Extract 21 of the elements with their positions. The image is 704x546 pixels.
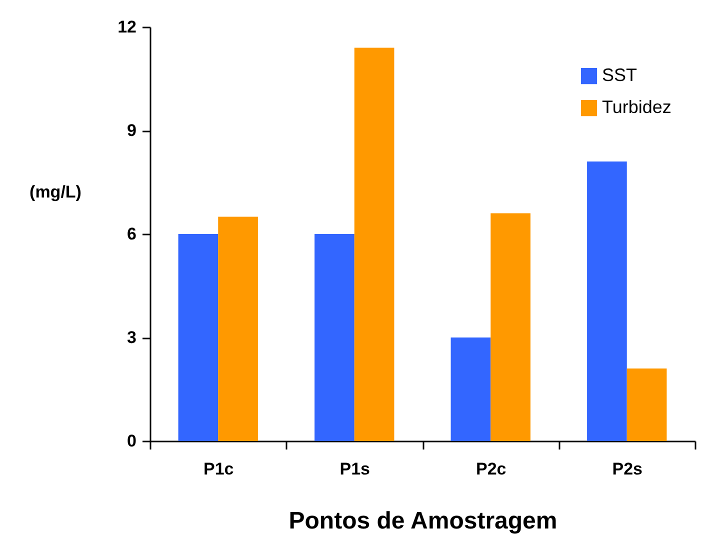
y-tick-label: 0 [127, 432, 136, 450]
x-axis-title: Pontos de Amostragem [288, 508, 558, 534]
y-tick-label: 6 [127, 224, 136, 244]
y-axis-title: (mg/L) [30, 182, 82, 202]
bar [450, 338, 491, 441]
x-tick-label: P2c [476, 460, 506, 478]
y-tick-label: 12 [118, 18, 136, 36]
bar [218, 216, 258, 441]
x-tick-label: P1c [204, 460, 234, 478]
bar [178, 234, 218, 441]
bar [354, 48, 394, 441]
bar [314, 234, 354, 441]
x-tick-label: P1s [340, 460, 370, 478]
bar [626, 368, 667, 441]
legend-label: SST [602, 65, 638, 85]
y-tick-label: 9 [127, 121, 136, 140]
bar [490, 213, 530, 441]
legend-label: Turbidez [602, 97, 672, 117]
y-tick-label: 3 [127, 328, 136, 347]
x-tick-label: P2s [612, 460, 642, 478]
bar [587, 162, 627, 441]
